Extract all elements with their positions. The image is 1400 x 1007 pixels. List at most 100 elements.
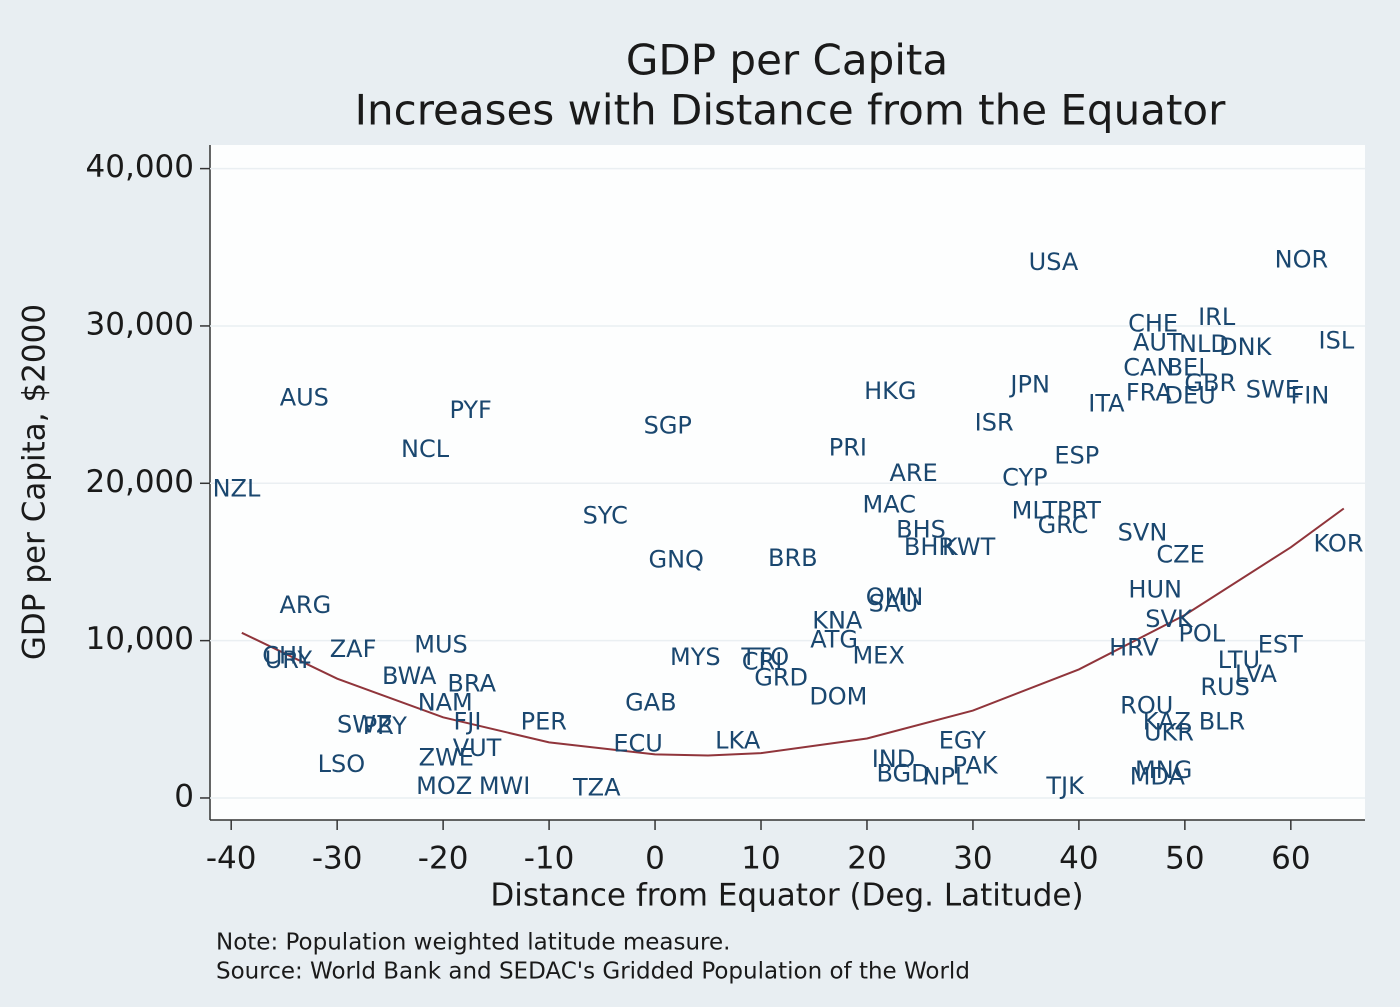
point-label: HRV [1109, 633, 1159, 661]
y-tick-label: 0 [174, 778, 194, 814]
point-label: SWE [1246, 375, 1300, 403]
point-label: MAC [862, 490, 915, 518]
x-tick-label: 20 [847, 841, 886, 877]
point-label: ARG [280, 591, 332, 619]
chart-title: GDP per Capita [626, 36, 948, 85]
point-label: ITA [1088, 390, 1125, 418]
point-label: NCL [401, 435, 450, 463]
point-label: GRD [754, 663, 808, 691]
point-label: ISR [975, 408, 1014, 436]
point-label: ECU [613, 729, 663, 757]
point-label: MLT [1012, 497, 1058, 525]
point-label: HUN [1128, 575, 1182, 603]
point-label: BRA [447, 670, 496, 698]
point-label: IRL [1198, 303, 1236, 331]
x-tick-label: 30 [953, 841, 992, 877]
point-label: LKA [715, 726, 761, 754]
point-label: OMN [866, 583, 924, 611]
point-label: BRB [768, 544, 818, 572]
point-label: MUS [414, 630, 468, 658]
source: Source: World Bank and SEDAC's Gridded P… [216, 959, 970, 985]
point-label: SWZ [337, 711, 392, 739]
point-label: NPL [922, 763, 968, 791]
y-axis-title: GDP per Capita, $2000 [17, 304, 53, 660]
point-label: ARE [889, 459, 937, 487]
point-label: TTO [740, 643, 789, 671]
point-label: BEL [1167, 353, 1213, 381]
point-label: NLD [1179, 330, 1229, 358]
point-label: GNQ [649, 545, 704, 573]
point-label: RUS [1200, 673, 1249, 701]
point-label: KWT [942, 533, 996, 561]
point-label: NZL [213, 475, 261, 503]
point-label: TJK [1045, 772, 1085, 800]
point-label: MOZ [416, 772, 472, 800]
point-label: NAM [418, 689, 473, 717]
point-label: MNG [1135, 756, 1192, 784]
point-label: SGP [644, 412, 692, 440]
point-label: MEX [852, 641, 904, 669]
x-tick-label: 0 [645, 841, 665, 877]
point-label: ZWE [419, 744, 474, 772]
point-label: AUT [1133, 328, 1182, 356]
y-tick-label: 10,000 [86, 621, 194, 657]
point-label: ROU [1120, 692, 1173, 720]
point-label: EGY [939, 726, 987, 754]
point-label: MDA [1130, 763, 1186, 791]
point-label: FIN [1290, 382, 1329, 410]
x-tick-label: 10 [741, 841, 780, 877]
point-label: KOR [1314, 530, 1364, 558]
plot-area [210, 145, 1365, 820]
point-label: CAN [1123, 353, 1174, 381]
point-label: MWI [479, 772, 531, 800]
point-label: CZE [1156, 541, 1204, 569]
x-tick-label: -40 [206, 841, 257, 877]
point-label: PER [521, 707, 567, 735]
point-label: CHE [1128, 309, 1178, 337]
point-label: GBR [1184, 369, 1236, 397]
point-label: ZAF [330, 635, 377, 663]
point-label: ATG [810, 626, 858, 654]
point-label: USA [1029, 248, 1079, 276]
point-label: CRI [742, 648, 783, 676]
point-label: BHS [896, 515, 946, 543]
point-label: BLR [1199, 707, 1246, 735]
point-label: URY [265, 646, 313, 674]
point-label: IND [872, 745, 916, 773]
point-label: SVN [1118, 519, 1168, 547]
point-label: PRI [829, 434, 867, 462]
point-label: SYC [583, 501, 628, 529]
point-label: LTU [1218, 646, 1260, 674]
y-tick-label: 20,000 [86, 464, 194, 500]
point-label: UKR [1144, 718, 1194, 746]
x-tick-label: 50 [1165, 841, 1204, 877]
point-label: DOM [809, 682, 867, 710]
point-label: ISL [1319, 327, 1355, 355]
point-label: JPN [1008, 371, 1050, 399]
point-label: EST [1258, 630, 1303, 658]
point-label: MYS [670, 643, 721, 671]
y-tick-label: 30,000 [86, 306, 194, 342]
x-axis-title: Distance from Equator (Deg. Latitude) [490, 878, 1083, 914]
point-label: FJI [454, 707, 482, 735]
x-tick-label: -10 [524, 841, 575, 877]
point-label: HKG [864, 377, 916, 405]
point-label: BGD [876, 759, 929, 787]
x-tick-label: 40 [1059, 841, 1098, 877]
point-label: TZA [572, 774, 621, 802]
point-label: SAU [869, 589, 919, 617]
x-tick-label: -30 [312, 841, 363, 877]
point-label: VUT [453, 734, 502, 762]
chart-subtitle: Increases with Distance from the Equator [355, 86, 1227, 135]
y-tick-label: 40,000 [86, 149, 194, 185]
x-tick-label: 60 [1271, 841, 1310, 877]
point-label: AUS [280, 383, 329, 411]
point-label: ESP [1054, 442, 1099, 470]
point-label: DEU [1165, 382, 1216, 410]
point-label: POL [1178, 619, 1225, 647]
point-label: GRC [1038, 511, 1089, 539]
point-label: PRT [1057, 497, 1101, 525]
point-label: KNA [812, 607, 863, 635]
